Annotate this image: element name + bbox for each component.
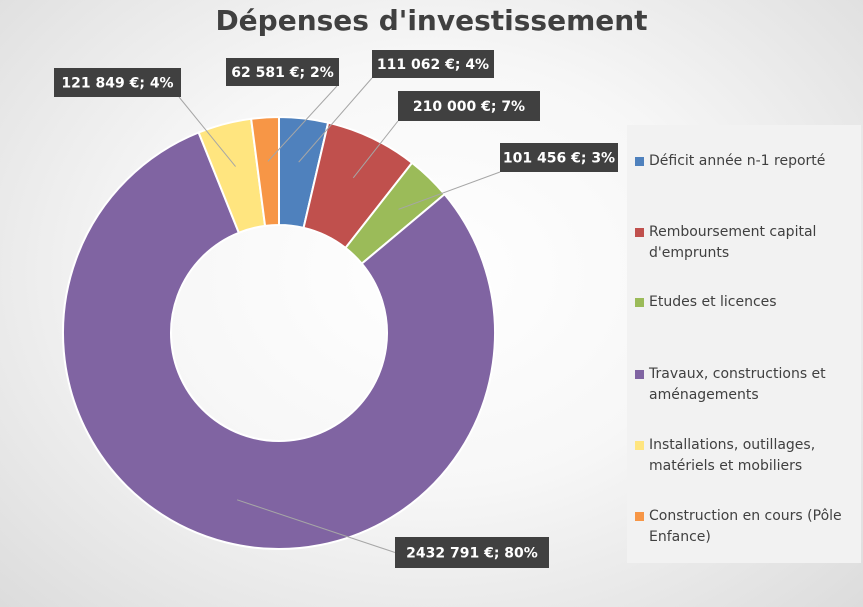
data-label-box-travaux	[395, 537, 549, 568]
legend-item-etudes: Etudes et licences	[635, 292, 857, 313]
legend-item-travaux: Travaux, constructions et aménagements	[635, 364, 857, 406]
leader-line-remboursement	[352, 120, 399, 179]
legend-swatch-deficit	[635, 157, 644, 166]
data-label-deficit: 111 062 €; 4%	[377, 57, 489, 73]
legend-label-etudes: Etudes et licences	[649, 294, 777, 310]
data-label-box-deficit	[372, 50, 494, 78]
legend-label-deficit: Déficit année n-1 reporté	[649, 153, 826, 169]
data-label-box-remboursement	[398, 91, 540, 121]
data-label-box-etudes	[500, 143, 618, 172]
legend-item-deficit: Déficit année n-1 reporté	[635, 151, 857, 172]
data-label-box-installations	[54, 68, 181, 97]
data-labels-group: 111 062 €; 4% 210 000 €; 7% 101 456 €; 3% 2…	[54, 50, 618, 568]
data-label-etudes: 101 456 €; 3%	[503, 151, 615, 167]
slice-construction	[250, 115, 280, 228]
legend-label-travaux: Travaux, constructions et aménagements	[649, 366, 826, 403]
legend-swatch-etudes	[635, 298, 644, 307]
data-label-installations: 121 849 €; 4%	[61, 76, 173, 92]
slice-travaux	[62, 131, 496, 550]
data-label-construction: 62 581 €; 2%	[231, 65, 333, 81]
chart-title: Dépenses d'investissement	[215, 4, 648, 37]
leader-line-etudes	[398, 171, 501, 210]
legend-label-construction: Construction en cours (Pôle Enfance)	[649, 508, 842, 545]
legend-swatch-installations	[635, 441, 644, 450]
legend-label-remboursement: Remboursement capital d'emprunts	[649, 224, 817, 261]
legend: Déficit année n-1 reporté Remboursement …	[627, 125, 861, 563]
data-label-travaux: 2432 791 €; 80%	[406, 546, 538, 562]
legend-swatch-construction	[635, 512, 644, 521]
leader-line-travaux	[236, 499, 396, 553]
legend-item-remboursement: Remboursement capital d'emprunts	[635, 222, 857, 264]
legend-item-installations: Installations, outillages, matériels et …	[635, 435, 857, 477]
legend-label-installations: Installations, outillages, matériels et …	[649, 437, 816, 474]
leader-line-installations	[178, 96, 236, 167]
leader-line-deficit	[298, 77, 373, 163]
data-label-box-construction	[226, 58, 339, 86]
slices-group	[62, 115, 496, 550]
legend-swatch-remboursement	[635, 228, 644, 237]
leader-lines-group	[178, 77, 501, 553]
legend-item-construction: Construction en cours (Pôle Enfance)	[635, 506, 857, 548]
data-label-remboursement: 210 000 €; 7%	[413, 99, 525, 115]
legend-swatch-travaux	[635, 370, 644, 379]
leader-line-construction	[267, 85, 338, 162]
